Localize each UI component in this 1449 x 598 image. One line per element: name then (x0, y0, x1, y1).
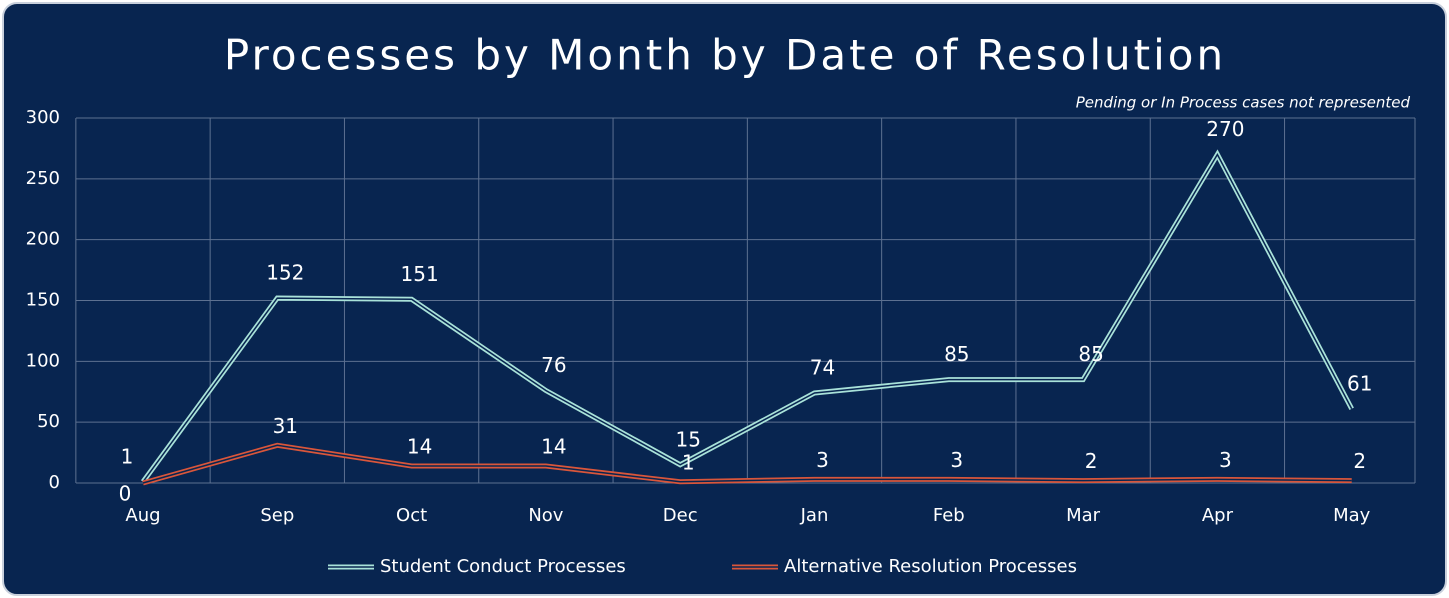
y-tick-label: 300 (26, 107, 60, 128)
x-tick-label: Apr (1202, 505, 1234, 526)
x-tick-label: Aug (125, 505, 160, 526)
legend-label: Student Conduct Processes (380, 556, 626, 577)
legend-label: Alternative Resolution Processes (784, 556, 1077, 577)
data-label: 14 (541, 434, 566, 458)
x-tick-label: May (1333, 505, 1371, 526)
data-label: 3 (816, 448, 829, 472)
data-label: 31 (273, 414, 298, 438)
x-tick-label: Oct (396, 505, 427, 526)
data-label: 3 (950, 448, 963, 472)
y-tick-label: 200 (26, 229, 60, 250)
y-tick-label: 250 (26, 168, 60, 189)
data-label: 151 (401, 262, 439, 286)
data-label: 14 (407, 434, 432, 458)
series-line-inner (142, 152, 1353, 483)
data-label: 270 (1206, 117, 1244, 141)
data-label: 85 (1078, 342, 1103, 366)
series-line-inner (142, 444, 1352, 484)
y-tick-label: 50 (37, 411, 60, 432)
y-tick-label: 150 (26, 290, 60, 311)
chart-subtitle: Pending or In Process cases not represen… (1076, 94, 1411, 112)
data-label: 76 (541, 353, 566, 377)
y-tick-label: 100 (26, 350, 60, 371)
data-label: 85 (944, 342, 969, 366)
data-label: 2 (1085, 449, 1098, 473)
x-tick-label: Dec (663, 505, 698, 526)
data-label: 0 (119, 482, 132, 506)
x-tick-label: Sep (260, 505, 294, 526)
x-tick-label: Nov (528, 505, 563, 526)
data-label: 15 (675, 427, 700, 451)
data-label: 2 (1353, 449, 1366, 473)
data-label: 74 (810, 355, 835, 379)
data-label: 1 (682, 450, 695, 474)
y-tick-label: 0 (49, 472, 60, 493)
data-label: 61 (1347, 371, 1372, 395)
data-label: 1 (121, 444, 134, 468)
data-label: 3 (1219, 448, 1232, 472)
x-tick-label: Mar (1066, 505, 1101, 526)
chart-title: Processes by Month by Date of Resolution (224, 31, 1226, 80)
x-tick-label: Jan (800, 505, 829, 526)
x-tick-label: Feb (933, 505, 965, 526)
data-label: 152 (266, 261, 304, 285)
